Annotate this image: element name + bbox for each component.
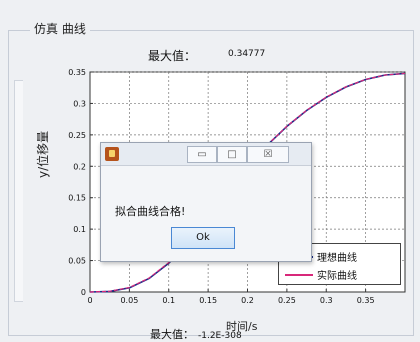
minimize-button[interactable]: ▭ — [187, 146, 217, 163]
x-tick-label: 0.35 — [357, 296, 375, 305]
y-tick-label: 0.15 — [68, 194, 86, 203]
y-tick-label: 0.35 — [68, 68, 86, 77]
dialog-titlebar[interactable]: ▭ □ ☒ — [101, 143, 311, 166]
bottom-max-value: 最大值： -1.2E-308 — [150, 326, 242, 342]
app-icon — [105, 147, 119, 161]
message-dialog: ▭ □ ☒ 拟合曲线合格! Ok — [100, 142, 312, 262]
x-tick-label: 0 — [87, 296, 92, 305]
dialog-message: 拟合曲线合格! — [115, 205, 186, 218]
max-value-label: 最大值： — [148, 49, 197, 63]
close-button[interactable]: ☒ — [247, 146, 289, 163]
x-tick-label: 0.05 — [120, 296, 138, 305]
y-tick-label: 0.1 — [73, 225, 86, 234]
maximize-button[interactable]: □ — [217, 146, 247, 163]
x-tick-label: 0.25 — [278, 296, 296, 305]
group-title: 仿真 曲线 — [30, 20, 90, 37]
max-value: 0.34777 — [228, 49, 266, 59]
legend-item-actual: 实际曲线 — [283, 266, 397, 282]
y-tick-label: 0.2 — [73, 162, 86, 171]
legend-label-actual: 实际曲线 — [317, 271, 357, 282]
bottom-max-label: 最大值： — [150, 328, 194, 341]
x-tick-label: 0.15 — [199, 296, 217, 305]
x-tick-label: 0.3 — [320, 296, 333, 305]
bottom-max-number: -1.2E-308 — [198, 331, 242, 341]
x-tick-label: 0.2 — [241, 296, 254, 305]
legend-line-actual — [285, 274, 313, 276]
x-axis-label: 时间/s — [226, 320, 258, 333]
y-tick-label: 0 — [81, 288, 86, 297]
y-tick-label: 0.3 — [73, 99, 86, 108]
left-panel-edge — [14, 80, 23, 302]
x-tick-label: 0.1 — [162, 296, 175, 305]
legend-label-ideal: 理想曲线 — [317, 253, 357, 264]
y-tick-label: 0.05 — [68, 257, 86, 266]
simulation-curve-group — [8, 30, 414, 336]
ok-button[interactable]: Ok — [171, 227, 235, 249]
y-tick-label: 0.25 — [68, 131, 86, 140]
